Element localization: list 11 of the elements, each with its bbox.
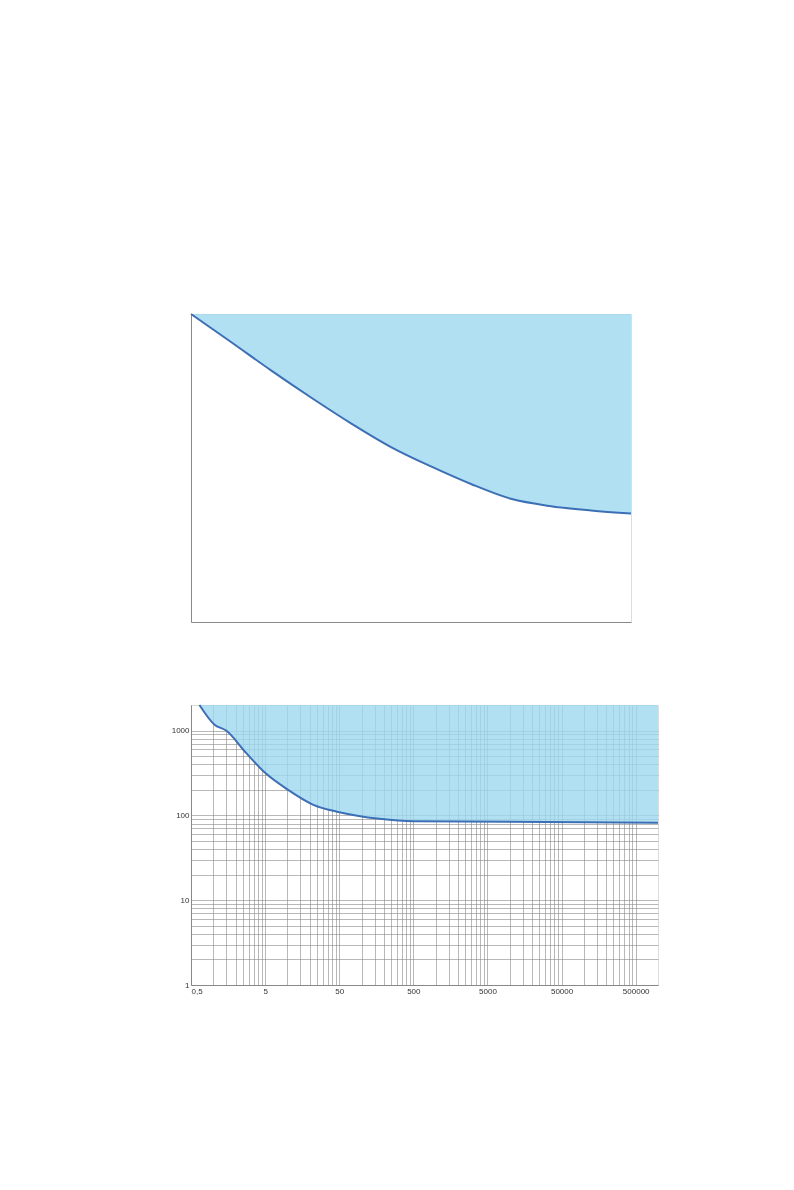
x-tick-label: 5000 — [479, 986, 498, 996]
x-tick-label: 50000 — [550, 986, 574, 996]
x-tick-label: 0,5 — [191, 986, 204, 996]
x-tick-label: 50 — [335, 986, 345, 996]
y-tick-label: 1 — [185, 980, 191, 990]
x-tick-label: 500 — [407, 986, 422, 996]
y-tick-label: 1000 — [171, 726, 191, 736]
x-tick-label: 500000 — [622, 986, 651, 996]
x-tick-label: 5 — [263, 986, 269, 996]
y-tick-label: 10 — [180, 895, 191, 905]
y-tick-label: 100 — [176, 810, 191, 820]
